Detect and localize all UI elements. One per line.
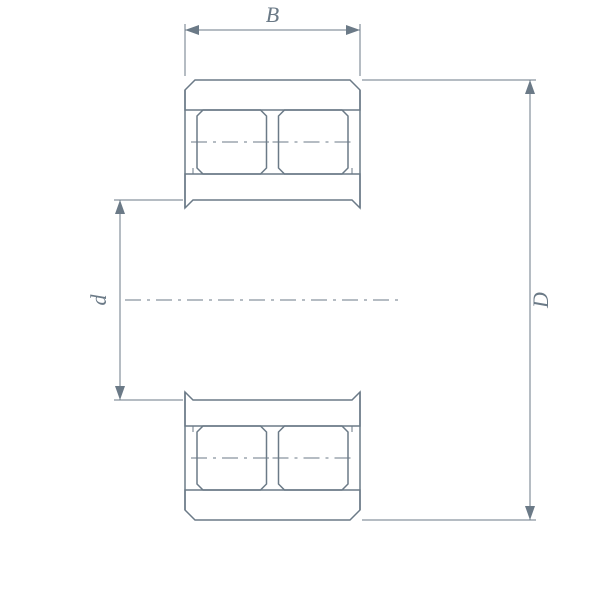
dimension-B: B: [185, 2, 360, 76]
dimension-d-label: d: [86, 294, 111, 306]
upper-half-section: [185, 392, 360, 520]
lower-half-section: [185, 80, 360, 208]
bearing-section-drawing: B D d: [0, 0, 600, 600]
dimension-D: D: [362, 80, 553, 520]
dimension-D-label: D: [528, 292, 553, 309]
dimension-B-label: B: [266, 2, 279, 27]
